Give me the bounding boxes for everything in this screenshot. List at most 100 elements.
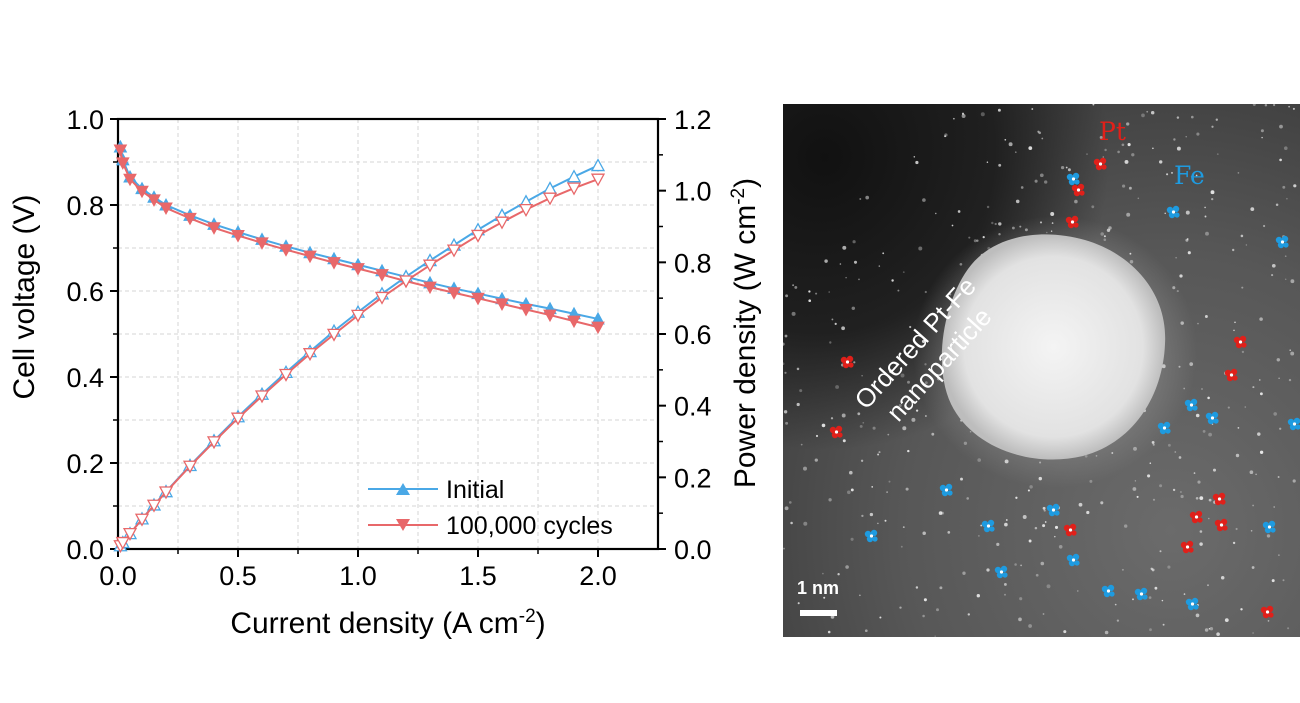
speckle-dot <box>1054 535 1056 538</box>
speckle-dot <box>803 521 808 526</box>
pt-atom-marker-dot <box>1218 492 1226 500</box>
speckle-dot <box>871 486 874 488</box>
speckle-dot <box>1058 545 1063 549</box>
fe-atom-marker-dot <box>1142 594 1148 600</box>
fe-atom-marker-dot <box>1054 510 1060 516</box>
power-point <box>206 436 222 450</box>
speckle-dot <box>1202 430 1206 433</box>
speckle-dot <box>841 413 846 418</box>
speckle-dot <box>865 195 870 200</box>
speckle-dot <box>885 384 888 387</box>
speckle-dot <box>1134 480 1137 482</box>
speckle-dot <box>1137 197 1140 200</box>
pt-atom-marker-dot <box>1239 335 1247 343</box>
power-point <box>446 244 462 258</box>
speckle-dot <box>998 222 1002 226</box>
fe-atom-marker-dot <box>1002 572 1008 578</box>
speckle-dot <box>824 259 828 263</box>
speckle-dot <box>1022 515 1027 519</box>
pt-atom-marker <box>840 355 854 369</box>
speckle-dot <box>1028 539 1032 543</box>
speckle-dot <box>1132 487 1137 491</box>
speckle-dot <box>1235 453 1240 458</box>
speckle-dot <box>922 198 926 202</box>
speckle-dot <box>1158 160 1163 164</box>
fe-atom-marker-dot <box>987 519 995 527</box>
speckle-dot <box>1175 257 1177 259</box>
speckle-dot <box>968 236 971 239</box>
speckle-dot <box>1207 584 1209 587</box>
speckle-dot <box>938 511 943 515</box>
power-point <box>122 527 138 541</box>
fe-atom-marker-dot <box>1134 588 1142 596</box>
speckle-dot <box>1187 251 1191 255</box>
speckle-dot <box>1176 146 1181 151</box>
speckle-dot <box>1092 104 1095 106</box>
speckle-dot <box>842 245 847 250</box>
pt-atom-marker-dot <box>1099 157 1107 165</box>
speckle-dot <box>859 198 862 200</box>
speckle-dot <box>978 535 980 537</box>
speckle-dot <box>784 371 787 374</box>
legend-marker-cycled <box>396 519 410 531</box>
fe-atom-marker-dot <box>1107 584 1115 592</box>
pt-atom-marker-core <box>1229 373 1234 377</box>
y-right-tick-label: 1.2 <box>674 105 712 135</box>
speckle-dot <box>1220 576 1225 580</box>
speckle-dot <box>1278 377 1280 379</box>
pt-atom-marker-dot <box>1189 511 1197 519</box>
speckle-dot <box>1028 624 1032 628</box>
speckle-dot <box>785 421 789 425</box>
pt-atom-marker-dot <box>1266 605 1274 613</box>
speckle-dot <box>853 361 856 364</box>
pt-label: Pt <box>1099 117 1126 146</box>
speckle-dot <box>1149 628 1152 632</box>
speckle-dot <box>1193 472 1196 474</box>
power-point <box>230 412 246 426</box>
speckle-dot <box>1086 510 1090 515</box>
speckle-dot <box>1127 143 1131 147</box>
speckle-dot <box>902 271 905 273</box>
speckle-dot <box>1224 618 1229 622</box>
power-point <box>542 192 558 206</box>
speckle-dot <box>1015 199 1020 204</box>
speckle-dot <box>1037 130 1040 133</box>
speckle-dot <box>902 526 905 529</box>
speckle-dot <box>815 292 818 295</box>
speckle-dot <box>830 417 834 420</box>
voltage-point <box>255 237 269 250</box>
fe-atom-marker <box>994 565 1008 579</box>
fe-atom-marker-core <box>1106 589 1111 593</box>
fe-atom-marker-dot <box>1275 236 1283 244</box>
speckle-dot <box>1257 432 1261 436</box>
speckle-dot <box>834 322 837 326</box>
voltage-point <box>351 263 365 276</box>
speckle-dot <box>944 135 947 138</box>
voltage-point <box>375 269 389 282</box>
fe-atom-marker-dot <box>1283 242 1289 248</box>
speckle-dot <box>1015 151 1017 153</box>
speckle-dot <box>1208 432 1212 437</box>
fe-atom-marker-core <box>1189 403 1194 407</box>
fe-atom-marker-core <box>869 534 874 538</box>
speckle-dot <box>1104 148 1107 152</box>
speckle-dot <box>878 265 881 267</box>
pt-atom-marker-core <box>1098 162 1103 166</box>
speckle-dot <box>842 439 846 443</box>
pt-atom-marker-dot <box>1214 519 1222 527</box>
speckle-dot <box>1099 135 1103 140</box>
fe-atom-marker-core <box>1071 177 1076 181</box>
pt-atom-marker-dot <box>1073 222 1079 228</box>
speckle-dot <box>1178 456 1182 459</box>
speckle-dot <box>900 373 905 378</box>
legend-label-cycled: 100,000 cycles <box>446 512 613 540</box>
speckle-dot <box>1216 153 1219 155</box>
fe-atom-marker <box>1157 421 1171 435</box>
y-left-tick-label: 0.0 <box>66 535 104 565</box>
speckle-dot <box>1282 579 1285 582</box>
speckle-dot <box>784 334 788 338</box>
speckle-dot <box>889 369 893 374</box>
fe-atom-marker <box>1066 172 1080 186</box>
pt-atom-marker-dot <box>1101 164 1107 170</box>
pt-atom-marker-dot <box>1065 216 1073 224</box>
